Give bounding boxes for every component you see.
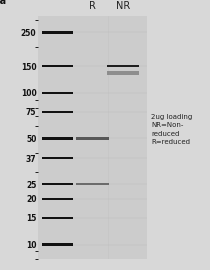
- Bar: [107, 71, 139, 75]
- Bar: [76, 183, 109, 185]
- Bar: [76, 137, 109, 140]
- Bar: [107, 65, 139, 67]
- Bar: [42, 92, 73, 94]
- Bar: [42, 137, 73, 140]
- Text: 2ug loading
NR=Non-
reduced
R=reduced: 2ug loading NR=Non- reduced R=reduced: [151, 114, 192, 145]
- Bar: [42, 198, 73, 200]
- Bar: [42, 243, 73, 246]
- Bar: [42, 111, 73, 113]
- Bar: [42, 217, 73, 219]
- Bar: [42, 65, 73, 67]
- Bar: [42, 183, 73, 185]
- Bar: [42, 157, 73, 160]
- Text: kDa: kDa: [0, 0, 7, 6]
- Bar: [42, 31, 73, 34]
